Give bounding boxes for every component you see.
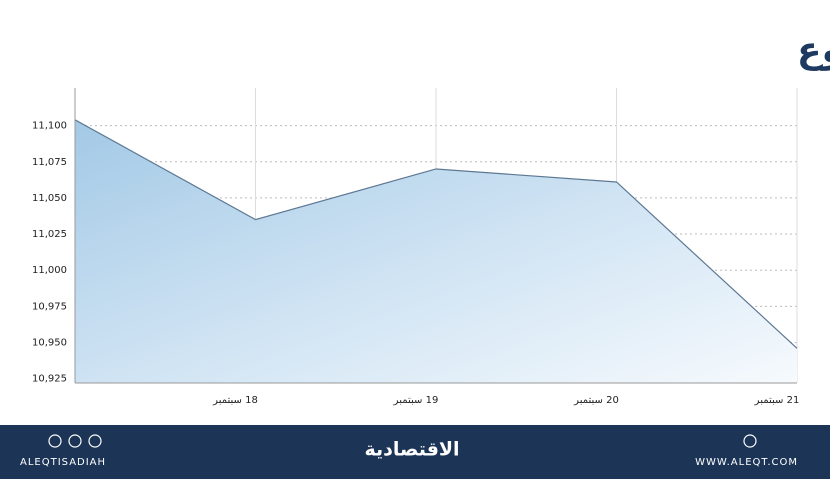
x-tick-label: 18 سبتمبر	[212, 395, 258, 406]
y-tick-label: 10,950	[32, 338, 67, 349]
x-tick-label: 19 سبتمبر	[393, 395, 439, 406]
y-tick-label: 11,100	[32, 121, 67, 132]
area-line	[74, 119, 798, 349]
y-tick-label: 10,925	[32, 374, 67, 385]
y-tick-label: 11,025	[32, 229, 67, 240]
x-tick-label: 20 سبتمبر	[573, 395, 619, 406]
y-tick-label: 11,050	[32, 193, 67, 204]
plot-area: 10,925 10,950 10,975 11,000 11,025 11,050 11,0…	[32, 88, 799, 406]
y-tick-label: 11,000	[32, 265, 67, 276]
chart-title: المؤشر في أسبوع	[797, 26, 830, 71]
y-tick-label: 10,975	[32, 301, 67, 312]
footer-handle: ALEQTISADIAH	[20, 457, 106, 468]
footer-website: WWW.ALEQT.COM	[695, 457, 798, 468]
footer-band	[0, 425, 830, 479]
y-tick-label: 11,075	[32, 157, 67, 168]
area-fill	[75, 119, 797, 384]
social-icons	[48, 434, 757, 448]
footer-brand: الاقتصادية	[364, 439, 459, 461]
x-tick-label: 21 سبتمبر	[754, 395, 800, 406]
